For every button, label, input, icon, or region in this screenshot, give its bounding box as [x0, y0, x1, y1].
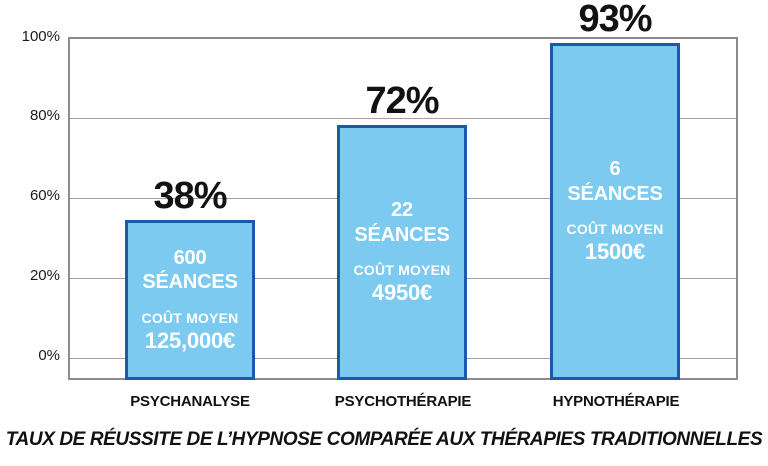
- percent-label: 93%: [578, 0, 652, 41]
- gridline: [70, 118, 736, 119]
- sessions-count: 22: [391, 199, 413, 222]
- y-axis-tick-label: 100%: [21, 28, 60, 45]
- cost-value: 4950€: [371, 280, 433, 306]
- sessions-count: 6: [609, 158, 621, 181]
- y-axis-tick-label: 80%: [29, 107, 60, 124]
- cost-value: 125,000€: [144, 327, 236, 353]
- bar-psychotherapie: 22 SÉANCES COÛT MOYEN 4950€: [337, 125, 467, 380]
- category-label-psychanalyse: PSYCHANALYSE: [130, 393, 250, 410]
- sessions-word: SÉANCES: [142, 271, 238, 294]
- bar-group-psychanalyse: 38% 600 SÉANCES COÛT MOYEN 125,000€: [125, 0, 255, 380]
- y-axis-tick-label: 20%: [29, 267, 60, 284]
- sessions-word: SÉANCES: [567, 182, 663, 205]
- y-axis-tick-label: 60%: [29, 187, 60, 204]
- chart-title: TAUX DE RÉUSSITE DE L’HYPNOSE COMPARÉE A…: [5, 429, 763, 450]
- cost-value: 1500€: [584, 239, 646, 265]
- percent-label: 72%: [365, 80, 439, 123]
- percent-label: 38%: [153, 175, 227, 218]
- sessions-word: SÉANCES: [354, 223, 450, 246]
- category-label-psychotherapie: PSYCHOTHÉRAPIE: [334, 393, 472, 410]
- bar-psychanalyse: 600 SÉANCES COÛT MOYEN 125,000€: [125, 220, 255, 380]
- sessions-count: 600: [173, 246, 207, 269]
- category-label-hypnotherapie: HYPNOTHÉRAPIE: [552, 393, 680, 410]
- y-axis-tick-label: 0%: [38, 347, 60, 364]
- cost-label: COÛT MOYEN: [566, 221, 664, 238]
- bar-group-psychotherapie: 72% 22 SÉANCES COÛT MOYEN 4950€: [337, 0, 467, 380]
- bar-group-hypnotherapie: 93% 6 SÉANCES COÛT MOYEN 1500€: [550, 0, 680, 380]
- bar-hypnotherapie: 6 SÉANCES COÛT MOYEN 1500€: [550, 43, 680, 380]
- cost-label: COÛT MOYEN: [141, 309, 239, 326]
- cost-label: COÛT MOYEN: [353, 262, 451, 279]
